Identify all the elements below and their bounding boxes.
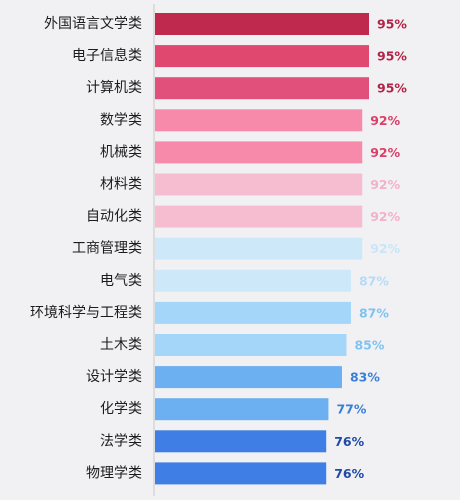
category-label: 自动化类: [86, 209, 142, 225]
value-label: 92%: [370, 177, 400, 192]
value-label: 95%: [377, 17, 407, 32]
value-label: 92%: [370, 113, 400, 128]
category-label: 工商管理类: [72, 241, 142, 257]
value-label: 87%: [359, 305, 389, 320]
category-label: 物理学类: [86, 465, 142, 481]
bar: [155, 334, 347, 356]
category-label: 电气类: [100, 273, 142, 289]
bar: [155, 462, 327, 485]
bar: [155, 237, 363, 260]
category-label: 电子信息类: [72, 47, 142, 64]
category-label: 外国语言文学类: [44, 16, 142, 32]
value-label: 95%: [377, 49, 407, 64]
bar: [155, 366, 342, 389]
bar: [155, 45, 369, 68]
category-label: 土木类: [100, 337, 142, 353]
category-label: 材料类: [100, 177, 142, 193]
bar: [155, 269, 351, 292]
value-label: 76%: [334, 466, 364, 481]
bar: [155, 205, 363, 228]
bar: [155, 77, 369, 100]
value-label: 92%: [370, 145, 400, 160]
category-label: 数学类: [100, 112, 142, 128]
category-label: 法学类: [100, 433, 142, 449]
bar: [155, 13, 369, 35]
value-label: 87%: [359, 273, 389, 288]
bar: [155, 173, 363, 196]
value-label: 76%: [334, 434, 364, 449]
category-label: 计算机类: [86, 80, 142, 96]
value-label: 77%: [336, 402, 366, 417]
value-label: 92%: [370, 241, 400, 256]
bar: [155, 398, 329, 421]
bar: [155, 430, 327, 453]
bar: [155, 301, 351, 324]
value-label: 85%: [354, 338, 384, 353]
bar: [155, 141, 363, 164]
category-label: 化学类: [100, 401, 142, 417]
category-label: 环境科学与工程类: [30, 305, 142, 321]
category-label: 设计学类: [86, 369, 142, 385]
value-label: 95%: [377, 81, 407, 96]
value-label: 92%: [370, 209, 400, 224]
category-label: 机械类: [100, 144, 142, 160]
value-label: 83%: [350, 370, 380, 385]
bar: [155, 109, 363, 132]
